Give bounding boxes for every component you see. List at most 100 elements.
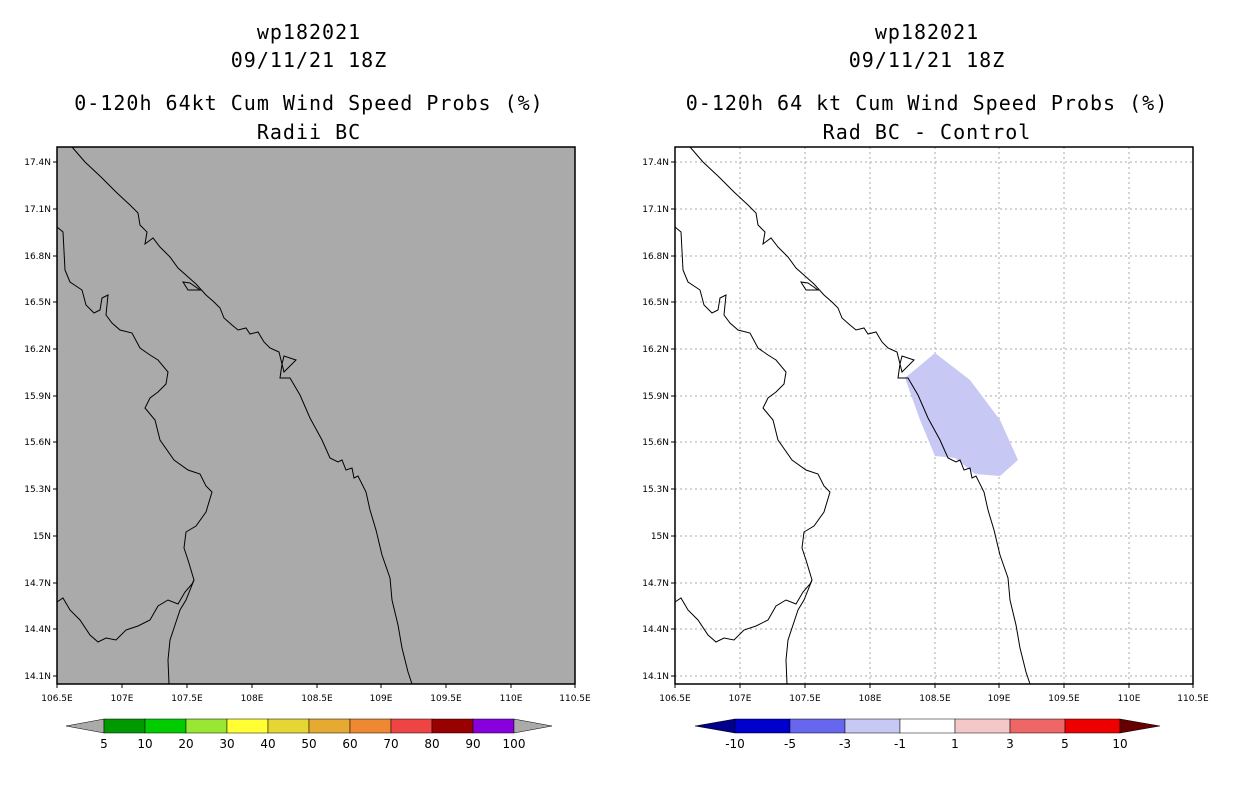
y-tick-label: 17.4N bbox=[642, 158, 669, 168]
colorbar-label: 100 bbox=[503, 737, 526, 751]
y-tick-label: 16.8N bbox=[24, 252, 51, 262]
colorbar-label: -3 bbox=[839, 737, 851, 751]
country-border bbox=[56, 226, 213, 685]
x-tick-label: 110.5E bbox=[1177, 694, 1209, 704]
y-tick-label: 14.7N bbox=[24, 579, 51, 589]
x-tick-label: 109E bbox=[988, 694, 1011, 704]
colorbar-segment bbox=[185, 718, 228, 734]
y-tick-label: 17.1N bbox=[24, 205, 51, 215]
x-tick-label: 108E bbox=[241, 694, 264, 704]
colorbar-segment bbox=[144, 718, 187, 734]
y-tick-label: 14.1N bbox=[642, 672, 669, 682]
colorbar-label: 3 bbox=[1006, 737, 1014, 751]
colorbar-segment bbox=[390, 718, 433, 734]
x-tick-label: 107E bbox=[729, 694, 752, 704]
colorbar-segment bbox=[899, 718, 956, 734]
colorbar-segment bbox=[954, 718, 1011, 734]
colorbar-segment bbox=[226, 718, 269, 734]
map-subtitle: Rad BC - Control bbox=[822, 120, 1032, 144]
coastline bbox=[71, 146, 413, 685]
y-tick-label: 16.5N bbox=[642, 298, 669, 308]
colorbar-label: 60 bbox=[342, 737, 357, 751]
map-title: 0-120h 64kt Cum Wind Speed Probs (%) bbox=[74, 91, 544, 115]
y-tick-label: 14.4N bbox=[24, 625, 51, 635]
colorbar-segment bbox=[844, 718, 901, 734]
x-tick-label: 110.5E bbox=[559, 694, 591, 704]
x-tick-label: 106.5E bbox=[41, 694, 73, 704]
left-map-svg: 17.4N 17.1N 16.8N 16.5N 16.2N 15.9N 15.6N 15.3N… bbox=[24, 146, 591, 751]
y-tick-label: 15N bbox=[651, 532, 669, 542]
datetime: 09/11/21 18Z bbox=[848, 48, 1006, 72]
colorbar-label: -10 bbox=[725, 737, 745, 751]
colorbar-segment bbox=[267, 718, 310, 734]
colorbar-segment bbox=[349, 718, 392, 734]
colorbar-segment bbox=[789, 718, 846, 734]
x-tick-label: 109.5E bbox=[1048, 694, 1080, 704]
x-tick-label: 108.5E bbox=[919, 694, 951, 704]
y-tick-label: 17.4N bbox=[24, 158, 51, 168]
right-panel: wp182021 09/11/21 18Z 0-120h 64 kt Cum W… bbox=[618, 0, 1236, 800]
y-tick-label: 17.1N bbox=[642, 205, 669, 215]
colorbar-segment bbox=[431, 718, 474, 734]
x-tick-label: 108E bbox=[859, 694, 882, 704]
country-border bbox=[674, 226, 831, 685]
colorbar-segment bbox=[308, 718, 351, 734]
colorbar-high-extension bbox=[1119, 718, 1161, 734]
storm-id: wp182021 bbox=[874, 20, 980, 44]
colorbar-label: 20 bbox=[178, 737, 193, 751]
y-tick-label: 16.2N bbox=[24, 345, 51, 355]
plot-frame bbox=[674, 146, 1194, 685]
coastline-inlet bbox=[899, 355, 915, 373]
y-tick-label: 15.3N bbox=[642, 485, 669, 495]
y-tick-label: 15.9N bbox=[642, 392, 669, 402]
colorbar-segment bbox=[472, 718, 515, 734]
y-tick-label: 16.5N bbox=[24, 298, 51, 308]
x-tick-label: 106.5E bbox=[659, 694, 691, 704]
colorbar-high-extension bbox=[513, 718, 553, 734]
colorbar-label: 5 bbox=[100, 737, 108, 751]
plot-area bbox=[57, 147, 575, 684]
map-title: 0-120h 64 kt Cum Wind Speed Probs (%) bbox=[685, 91, 1169, 115]
datetime: 09/11/21 18Z bbox=[230, 48, 388, 72]
island bbox=[800, 281, 820, 291]
country-border bbox=[56, 579, 195, 643]
map-subtitle: Radii BC bbox=[256, 120, 362, 144]
plot-frame bbox=[56, 146, 576, 685]
colorbar-label: 50 bbox=[301, 737, 316, 751]
y-tick-label: 16.8N bbox=[642, 252, 669, 262]
colorbar-label: -1 bbox=[894, 737, 906, 751]
left-panel: wp182021 09/11/21 18Z 0-120h 64kt Cum Wi… bbox=[74, 20, 544, 144]
y-tick-label: 14.4N bbox=[642, 625, 669, 635]
colorbar-label: 90 bbox=[465, 737, 480, 751]
colorbar-segment bbox=[1064, 718, 1121, 734]
y-tick-label: 15.3N bbox=[24, 485, 51, 495]
y-tick-label: 15.6N bbox=[642, 438, 669, 448]
colorbar-label: 70 bbox=[383, 737, 398, 751]
y-tick-label: 15N bbox=[33, 532, 51, 542]
x-tick-label: 107.5E bbox=[789, 694, 821, 704]
x-tick-label: 108.5E bbox=[301, 694, 333, 704]
y-tick-label: 15.6N bbox=[24, 438, 51, 448]
colorbar-label: 40 bbox=[260, 737, 275, 751]
y-tick-label: 14.1N bbox=[24, 672, 51, 682]
x-tick-label: 109.5E bbox=[430, 694, 462, 704]
coastline bbox=[689, 146, 1031, 685]
colorbar-label: 10 bbox=[137, 737, 152, 751]
x-tick-label: 110E bbox=[500, 694, 523, 704]
colorbar-segment bbox=[734, 718, 791, 734]
colorbar-segment bbox=[103, 718, 146, 734]
colorbar-label: -5 bbox=[784, 737, 796, 751]
x-tick-label: 110E bbox=[1118, 694, 1141, 704]
storm-id: wp182021 bbox=[256, 20, 362, 44]
x-tick-label: 107E bbox=[111, 694, 134, 704]
colorbar-segment bbox=[1009, 718, 1066, 734]
country-border bbox=[674, 579, 813, 643]
y-tick-label: 15.9N bbox=[24, 392, 51, 402]
colorbar-label: 5 bbox=[1061, 737, 1069, 751]
probability-difference-area bbox=[905, 353, 1018, 476]
x-tick-label: 109E bbox=[370, 694, 393, 704]
x-tick-label: 107.5E bbox=[171, 694, 203, 704]
y-tick-label: 16.2N bbox=[642, 345, 669, 355]
colorbar-label: 30 bbox=[219, 737, 234, 751]
colorbar-label: 1 bbox=[951, 737, 959, 751]
